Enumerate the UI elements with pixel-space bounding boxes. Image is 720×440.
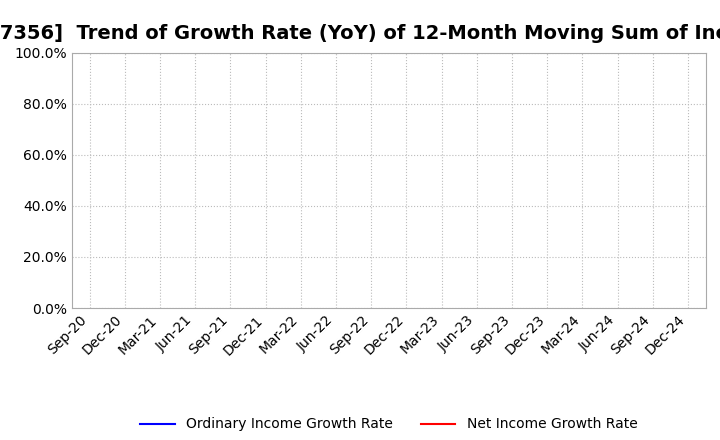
Title: [7356]  Trend of Growth Rate (YoY) of 12-Month Moving Sum of Incomes: [7356] Trend of Growth Rate (YoY) of 12-… <box>0 24 720 43</box>
Legend: Ordinary Income Growth Rate, Net Income Growth Rate: Ordinary Income Growth Rate, Net Income … <box>135 412 643 437</box>
